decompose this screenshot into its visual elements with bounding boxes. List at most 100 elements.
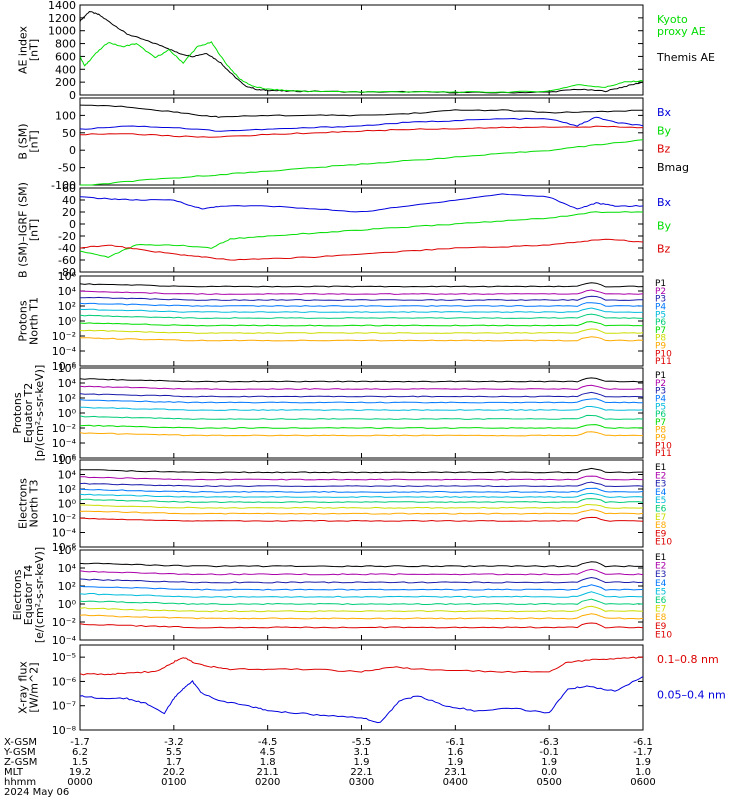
y-tick-label: 10⁰: [58, 598, 77, 611]
row-value: -6.1: [446, 737, 466, 748]
y-tick-label: 10⁻²: [52, 422, 76, 435]
y-axis-label: [nT]: [28, 219, 41, 241]
legend-entry: 0.1–0.8 nm: [657, 653, 719, 666]
y-tick-label: 0: [69, 218, 76, 231]
row-value: 19.2: [69, 767, 91, 778]
y-tick-label: -60: [58, 254, 76, 267]
y-tick-label: 400: [55, 63, 76, 76]
row-value: 0300: [349, 777, 374, 788]
series-line: [80, 139, 644, 186]
y-tick-label: -20: [58, 230, 76, 243]
y-tick-label: 10⁴: [58, 469, 77, 482]
legend-entry: E6: [655, 505, 667, 515]
channel-line: [79, 498, 644, 504]
y-tick-label: 1400: [48, 0, 76, 12]
y-axis-label: [nT]: [28, 130, 41, 152]
y-tick-label: 10⁻⁴: [52, 634, 77, 647]
legend-entry: P8: [655, 334, 666, 344]
panel-frame: [79, 459, 644, 548]
series-line: [80, 125, 644, 138]
channel-line: [79, 282, 644, 288]
legend-entry: P2: [655, 287, 666, 297]
panel-xray: 10⁻⁸ 10⁻⁷ 10⁻⁶ 10⁻⁵ X-ray flux[W/m^2] 0.1–0.8…: [17, 644, 726, 737]
channel-line: [79, 424, 644, 429]
legend-entry: E5: [655, 587, 666, 597]
row-value: -4.5: [258, 737, 278, 748]
y-tick-label: 1200: [48, 12, 76, 25]
channel-line: [79, 414, 644, 420]
row-value: 6.2: [72, 747, 88, 758]
y-tick-label: 40: [62, 194, 76, 207]
row-value: 1.7: [166, 757, 182, 768]
channel-line: [79, 295, 644, 301]
row-value: -6.1: [633, 737, 653, 748]
legend-entry: E9: [655, 529, 667, 539]
y-tick-label: 0: [69, 144, 76, 157]
channel-line: [79, 467, 643, 474]
legend-entry: P9: [655, 434, 666, 444]
series-line: [79, 104, 643, 118]
legend-entry: E5: [655, 496, 666, 506]
row-value: 0200: [255, 777, 280, 788]
legend-entry: E7: [655, 513, 666, 523]
y-tick-label: -40: [58, 242, 76, 255]
legend-entry: P6: [655, 410, 666, 420]
legend-entry: E8: [655, 521, 667, 531]
legend-entry: By: [657, 124, 672, 137]
y-tick-label: 10⁰: [58, 407, 77, 420]
y-axis-label: B (SM): [17, 123, 30, 159]
y-axis-label: [e/(cm²-s-sr-keV)]: [33, 547, 46, 643]
channel-line: [79, 391, 644, 398]
legend-entry: E1: [655, 463, 666, 473]
channel-line: [79, 568, 644, 576]
channel-line: [79, 622, 644, 629]
y-tick-label: 10²: [58, 483, 76, 496]
row-value: 0.0: [541, 767, 557, 778]
y-axis-label: X-ray flux: [17, 661, 30, 714]
row-value: 1.9: [354, 757, 370, 768]
row-value: 21.1: [257, 767, 279, 778]
row-value: 20.2: [163, 767, 185, 778]
panel-b_sm: -100 -50 0 50 100 B (SM)[nT] Bx By Bz Bmag: [17, 97, 689, 192]
y-tick-label: 20: [62, 206, 76, 219]
legend-entry: P10: [655, 441, 672, 451]
series-line: [79, 193, 644, 213]
y-tick-label: 10⁻²: [52, 330, 76, 343]
y-tick-label: -100: [51, 179, 76, 192]
row-value: -6.3: [539, 737, 559, 748]
legend-entry: P11: [655, 449, 672, 459]
y-tick-label: 100: [55, 109, 76, 122]
legend-entry: E2: [655, 471, 666, 481]
bottom-axis-table: X-GSM -1.7 -3.2 -4.5 -5.5 -6.1 -6.3 -6.1 Y-GSM 6.…: [3, 737, 656, 798]
row-value: 0600: [630, 777, 655, 788]
y-tick-label: 10⁻⁶: [52, 541, 77, 554]
y-tick-label: 10⁴: [58, 285, 77, 298]
channel-line: [79, 384, 644, 390]
row-label: hhmm: [4, 777, 36, 788]
y-axis-label: North T1: [28, 297, 41, 345]
legend-entry: P1: [655, 371, 666, 381]
legend-entry: E6: [655, 596, 667, 606]
row-value: 5.5: [166, 747, 182, 758]
legend-entry: Bz: [657, 243, 671, 256]
legend-entry: E10: [655, 630, 672, 640]
row-value: -0.1: [539, 747, 559, 758]
panel-frame: [79, 644, 644, 731]
y-tick-label: 10⁻⁵: [52, 651, 76, 664]
y-tick-label: 10⁻⁴: [52, 527, 77, 540]
row-value: 23.1: [444, 767, 466, 778]
series-line: [79, 41, 644, 94]
y-axis-label: [W/m^2]: [28, 662, 41, 712]
row-label: MLT: [4, 767, 24, 778]
y-tick-label: -50: [58, 162, 76, 175]
panel-frame: [79, 4, 644, 96]
legend-entry: P5: [655, 310, 666, 320]
channel-line: [79, 313, 644, 319]
legend-entry: P2: [655, 379, 666, 389]
